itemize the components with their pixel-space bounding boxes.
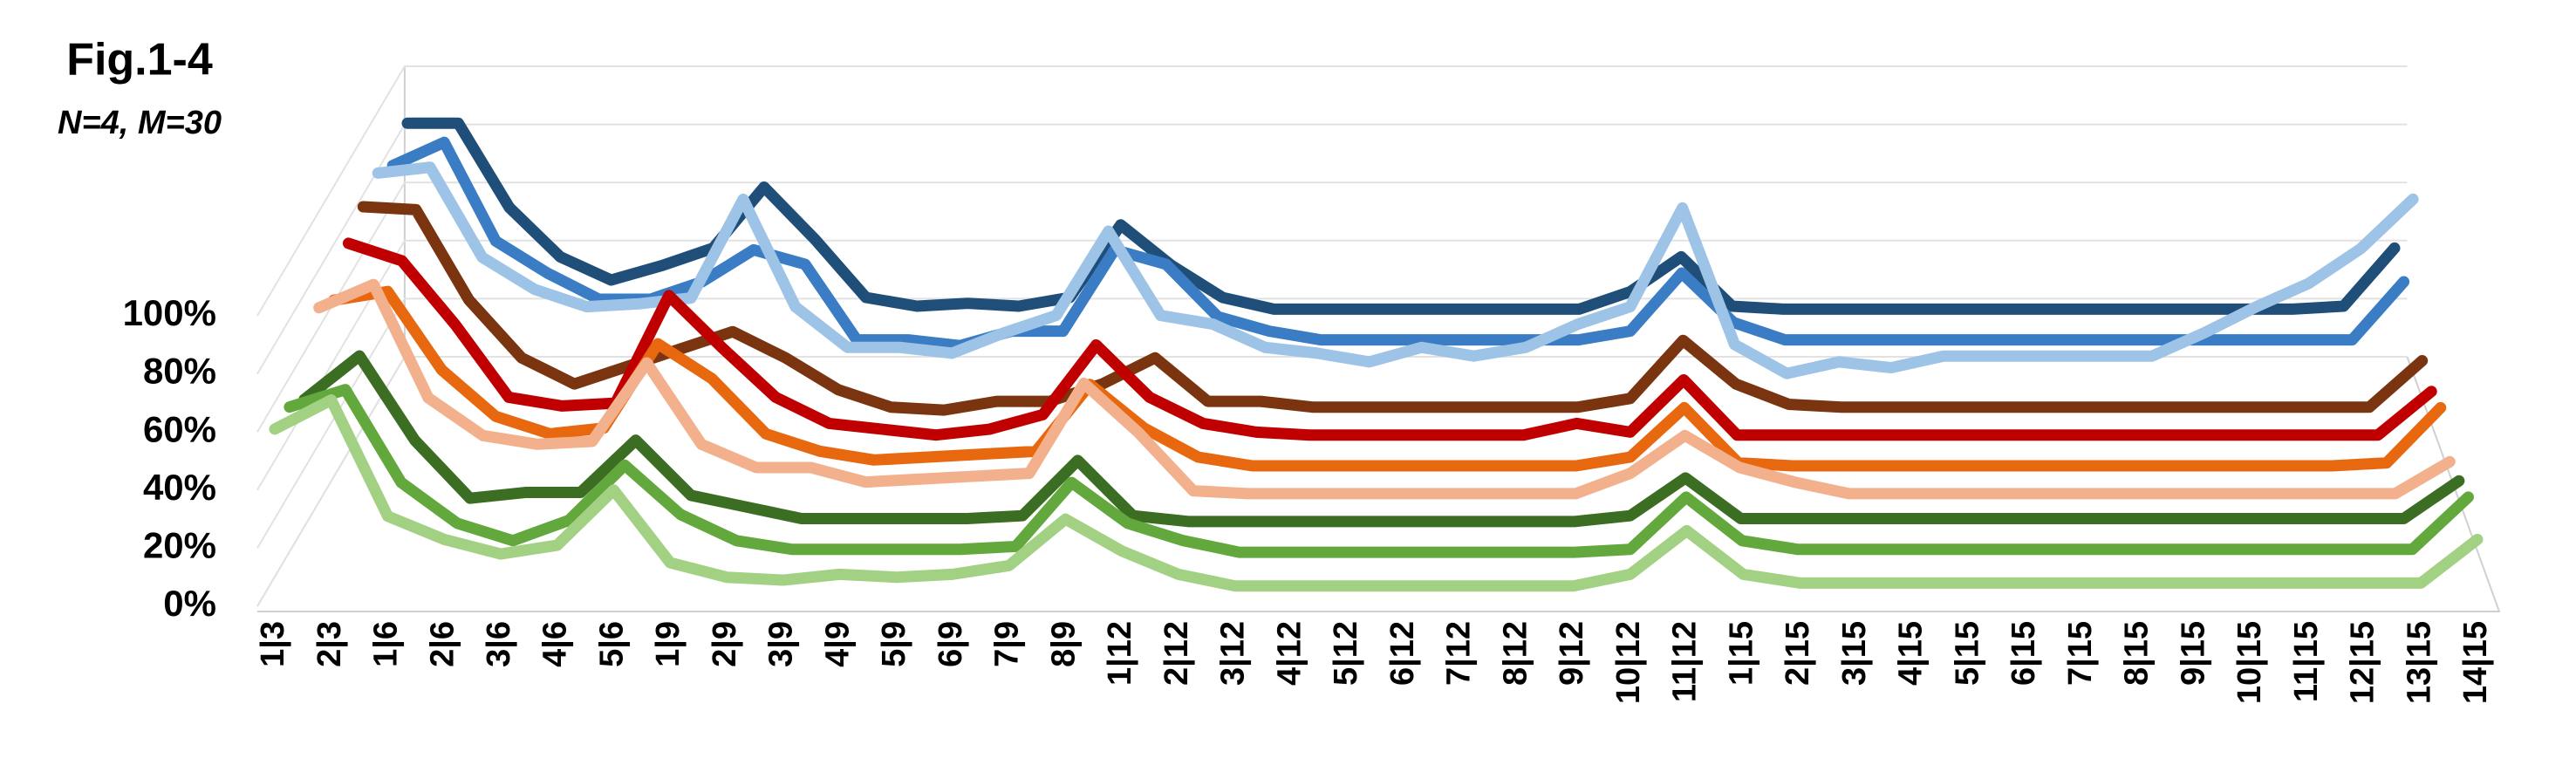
grid-line [256, 181, 2408, 433]
x-tick-label: 1|15 [1723, 621, 1759, 686]
x-tick-label: 5|15 [1949, 621, 1985, 686]
y-tick-label: 0% [163, 583, 216, 624]
series-line [313, 278, 2456, 500]
x-tick-label: 4|15 [1893, 621, 1930, 686]
x-tick-label: 10|15 [2231, 621, 2268, 704]
x-tick-label: 6|15 [2005, 621, 2042, 686]
y-tick-label: 40% [143, 467, 216, 508]
x-tick-label: 8|9 [1045, 621, 1082, 667]
x-tick-label: 2|3 [311, 621, 348, 667]
series-line [328, 285, 2447, 472]
x-tick-label: 8|15 [2119, 621, 2156, 686]
series-line [372, 161, 2419, 379]
x-tick-label: 10|12 [1610, 621, 1647, 704]
x-tick-label: 2|9 [707, 621, 743, 667]
series-line [342, 237, 2437, 441]
x-tick-label: 12|15 [2345, 621, 2381, 704]
x-tick-label: 4|12 [1271, 621, 1308, 686]
x-tick-label: 3|12 [1215, 621, 1252, 686]
x-tick-label: 4|6 [537, 621, 574, 667]
x-tick-label: 8|12 [1497, 621, 1534, 686]
floor-edge [257, 356, 2501, 612]
grid-line [256, 297, 2408, 549]
x-tick-label: 7|15 [2062, 621, 2099, 686]
x-tick-label: 11|12 [1667, 621, 1704, 702]
x-tick-label: 7|9 [989, 621, 1026, 667]
x-tick-label: 1|6 [368, 621, 405, 667]
grid-line [256, 356, 2408, 607]
x-tick-label: 3|6 [481, 621, 517, 667]
chart-title: Fig.1-4 [66, 35, 213, 85]
x-tick-label: 6|12 [1384, 621, 1421, 686]
x-tick-label: 2|15 [1780, 621, 1816, 686]
x-tick-label: 1|3 [255, 621, 291, 667]
y-tick-label: 20% [143, 524, 216, 565]
x-tick-label: 6|9 [933, 621, 969, 667]
grid-line [256, 65, 2408, 317]
x-tick-label: 9|12 [1554, 621, 1590, 686]
x-tick-label: 3|15 [1836, 621, 1873, 686]
y-tick-label: 80% [143, 351, 216, 392]
x-tick-label: 1|12 [1102, 621, 1138, 686]
x-tick-label: 13|15 [2401, 621, 2437, 704]
series-line [269, 394, 2484, 592]
x-tick-label: 2|12 [1158, 621, 1195, 686]
x-tick-label: 9|15 [2175, 621, 2211, 686]
x-tick-label: 2|6 [424, 621, 461, 667]
series-line [298, 350, 2465, 528]
grid-line [256, 239, 2408, 491]
x-tick-label: 3|9 [763, 621, 800, 667]
x-tick-label: 5|6 [593, 621, 630, 667]
x-tick-label: 14|15 [2457, 621, 2494, 704]
x-tick-label: 1|9 [650, 621, 687, 667]
x-tick-label: 5|12 [1328, 621, 1364, 686]
x-tick-label: 7|12 [1441, 621, 1478, 686]
series-line [284, 384, 2474, 558]
x-tick-label: 11|15 [2288, 621, 2325, 702]
chart-subtitle: N=4, M=30 [58, 105, 222, 141]
y-tick-label: 100% [123, 292, 216, 333]
x-tick-label: 5|9 [876, 621, 912, 667]
x-tick-label: 4|9 [819, 621, 856, 667]
series-line [357, 201, 2429, 416]
y-tick-label: 60% [143, 408, 216, 449]
series-line [386, 136, 2410, 352]
